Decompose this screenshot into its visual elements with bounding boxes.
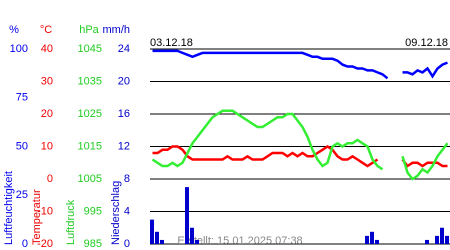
y-tick-label: 985 <box>84 238 102 250</box>
y-tick-label: 0 <box>22 238 28 250</box>
date-end: 09.12.18 <box>405 37 448 49</box>
bar <box>435 235 439 244</box>
axis-label: Niederschlag <box>110 181 122 245</box>
footer: Erstellt: 15.01.2025 07:38 <box>177 235 302 247</box>
date-start: 03.12.18 <box>150 37 193 49</box>
bar <box>185 187 189 244</box>
y-tick-label: 100 <box>10 43 28 55</box>
bar <box>155 231 159 244</box>
axis-unit: hPa <box>79 24 99 36</box>
y-tick-label: 20 <box>118 75 130 87</box>
bar <box>150 219 154 244</box>
y-tick-label: 25 <box>16 189 28 201</box>
y-tick-label: 8 <box>124 173 130 185</box>
bar <box>425 239 429 244</box>
bar <box>440 227 444 244</box>
y-tick-label: 1015 <box>78 140 102 152</box>
y-tick-label: 20 <box>41 108 53 120</box>
axis-label: Temperatur <box>31 189 43 245</box>
y-tick-label: 995 <box>84 205 102 217</box>
axis-label: Luftdruck <box>65 199 77 245</box>
y-tick-label: 12 <box>118 140 130 152</box>
y-tick-label: 30 <box>41 75 53 87</box>
y-tick-label: 16 <box>118 108 130 120</box>
y-tick-label: 1035 <box>78 75 102 87</box>
y-tick-label: -20 <box>37 238 53 250</box>
y-tick-label: 24 <box>118 43 130 55</box>
bar <box>375 239 379 244</box>
y-tick-label: 0 <box>47 173 53 185</box>
y-tick-label: 40 <box>41 43 53 55</box>
y-tick-label: 1025 <box>78 108 102 120</box>
axis-unit: °C <box>40 24 52 36</box>
data-line <box>152 145 448 168</box>
bar <box>370 231 374 244</box>
y-tick-label: 1045 <box>78 43 102 55</box>
bar <box>195 239 199 244</box>
bar <box>445 235 449 244</box>
bar <box>160 239 164 244</box>
axis-unit: % <box>9 24 19 36</box>
data-line <box>151 109 449 181</box>
y-tick-label: 10 <box>41 140 53 152</box>
y-tick-label: 4 <box>124 205 130 217</box>
data-line <box>152 49 448 80</box>
axis-unit: mm/h <box>103 24 131 36</box>
y-tick-label: -10 <box>37 205 53 217</box>
axis-label: Luftfeuchtigkeit <box>3 171 15 245</box>
y-tick-label: 75 <box>16 92 28 104</box>
bar <box>190 227 194 244</box>
bar <box>365 235 369 244</box>
y-tick-label: 50 <box>16 140 28 152</box>
y-tick-label: 0 <box>124 238 130 250</box>
y-tick-label: 1005 <box>78 173 102 185</box>
